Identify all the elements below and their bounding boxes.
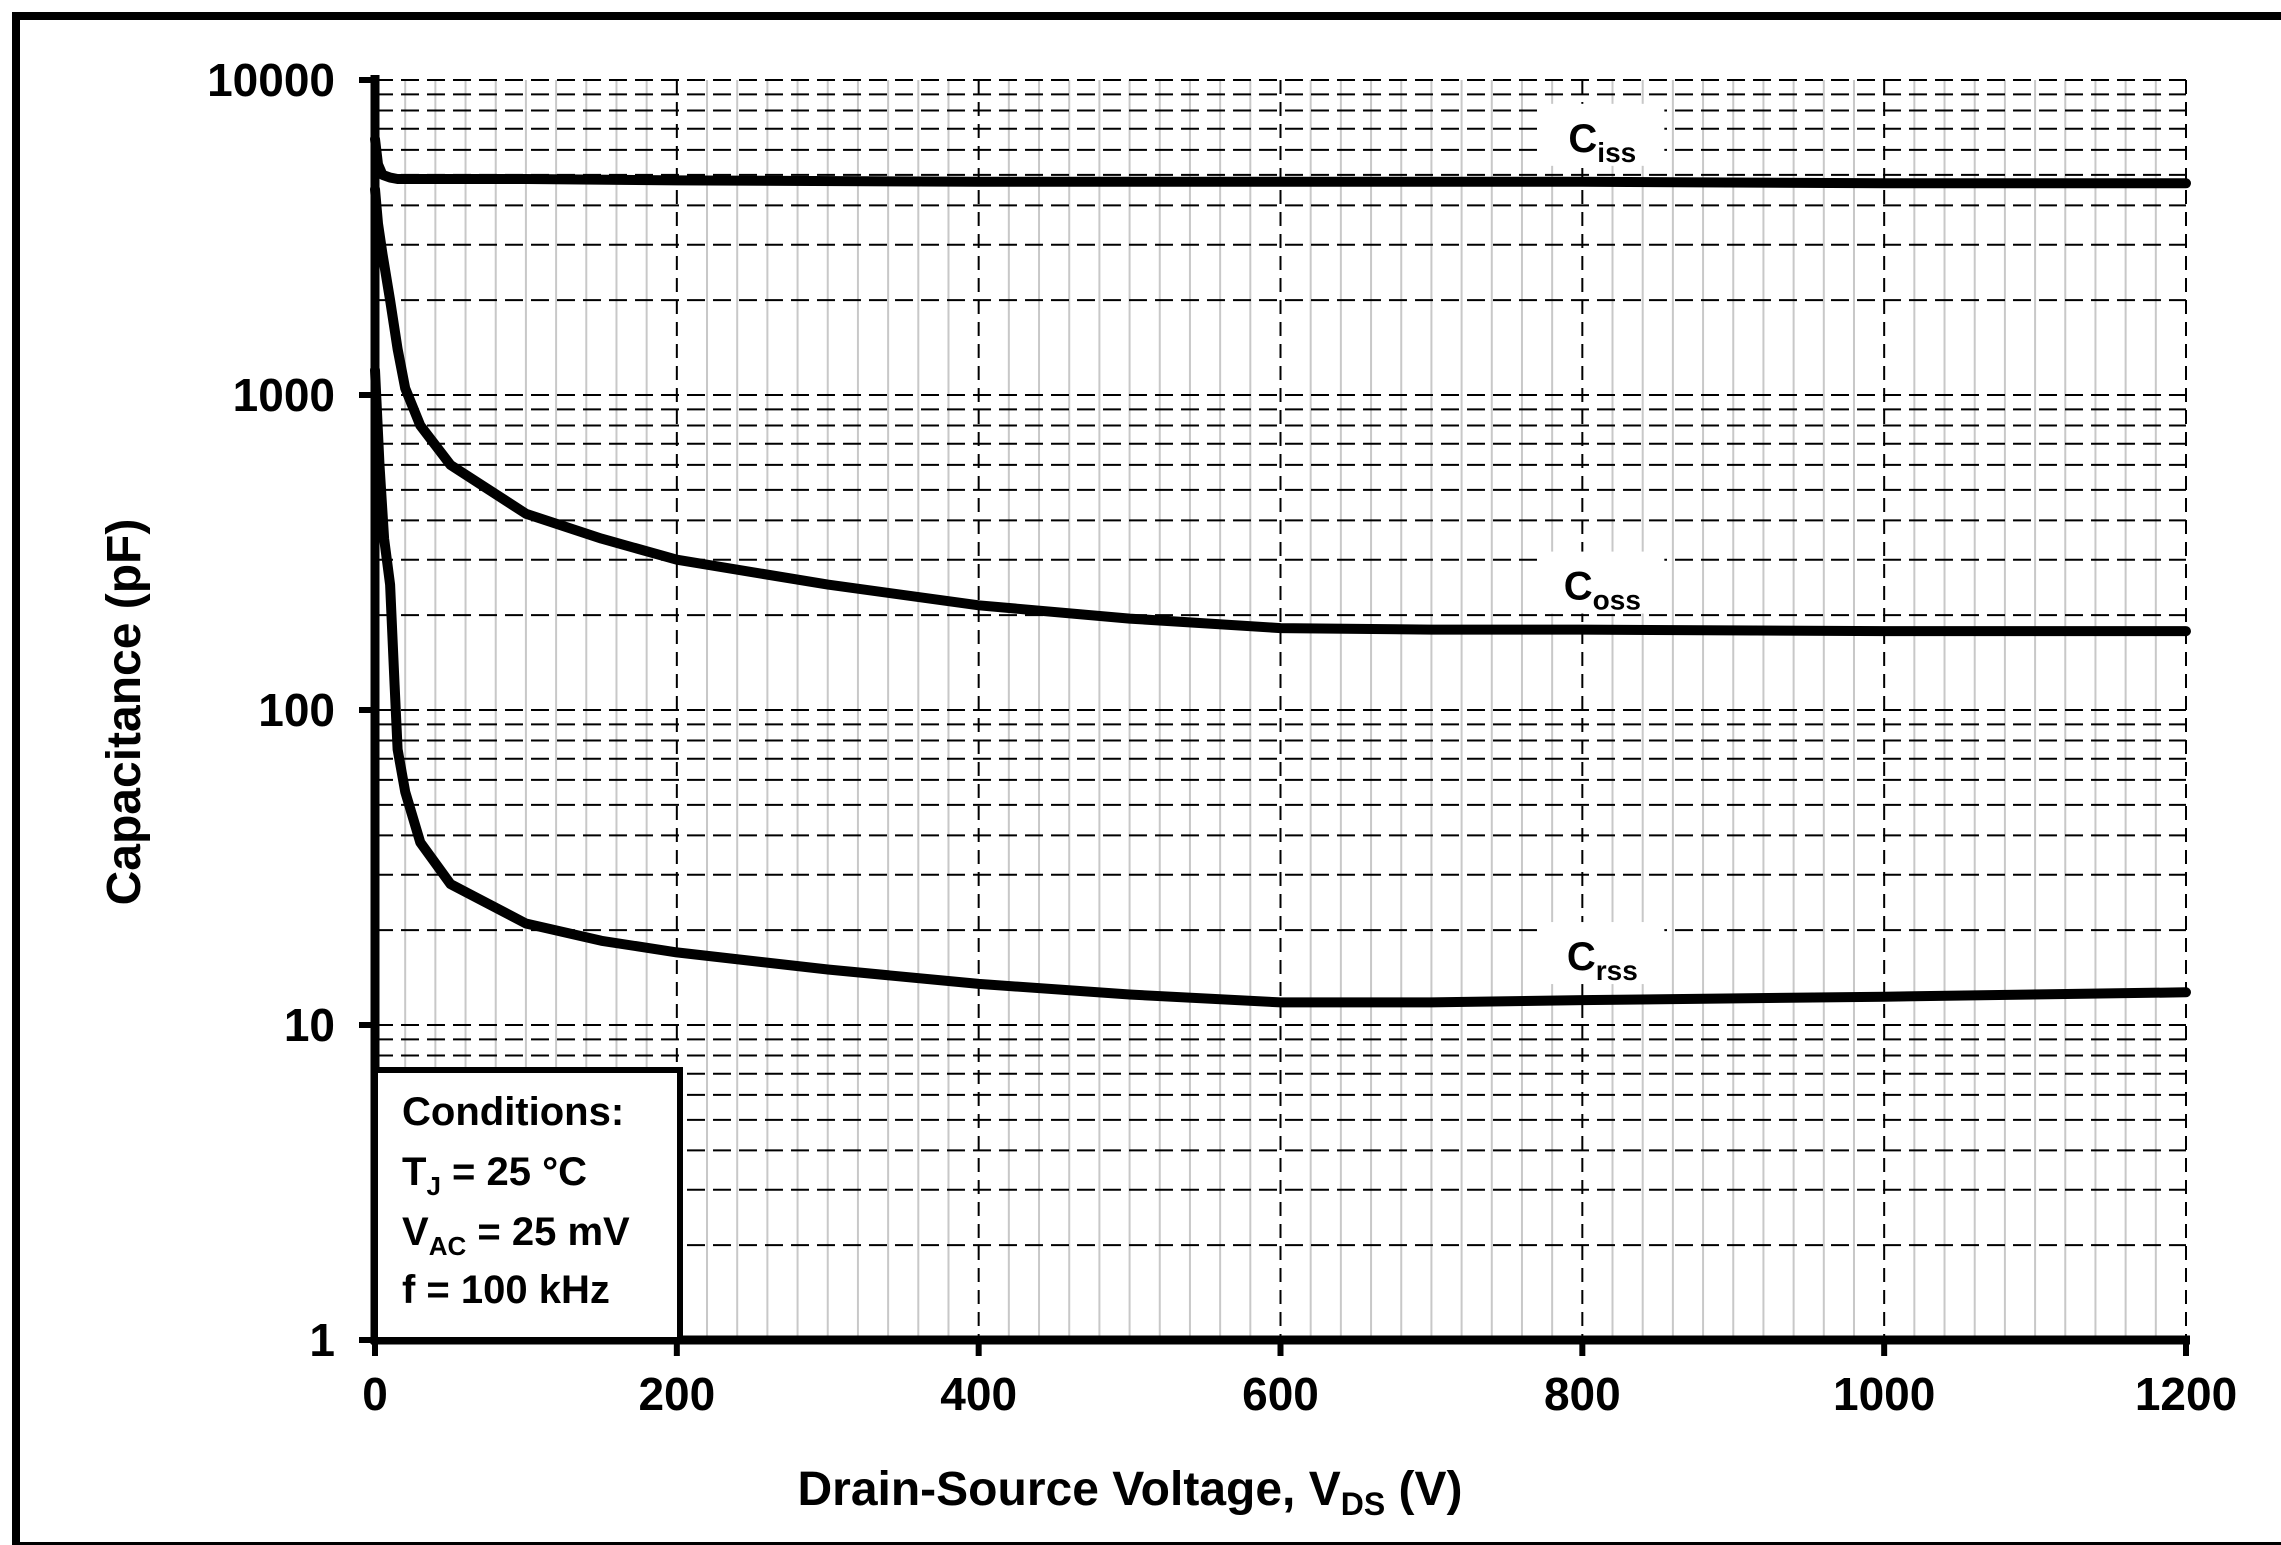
- series-line-coss: [370, 184, 2191, 637]
- x-tick-label: 800: [1544, 1368, 1621, 1420]
- series-label-bg-ciss: [1540, 103, 1665, 166]
- series-labels: Ciss Coss Crss: [1540, 103, 1665, 986]
- condition-tj: TJ = 25 °C: [402, 1150, 587, 1201]
- series-label-bg-crss: [1540, 922, 1665, 985]
- tick-labels: 10000 1000 100 10 10 200 400 600 800 1000 1200: [207, 54, 2237, 1420]
- series-label-bg-coss: [1540, 551, 1665, 614]
- series-label-ciss: Ciss: [1568, 117, 1636, 168]
- series-label-crss: Crss: [1567, 935, 1638, 986]
- series-label-coss: Coss: [1564, 565, 1641, 616]
- conditions-box: Conditions: TJ = 25 °C VAC = 25 mV f = 1…: [372, 1067, 683, 1343]
- x-tick-label: 1200: [2135, 1368, 2237, 1420]
- x-axis-title-sub: DS: [1341, 1486, 1385, 1522]
- x-tick-label: 200: [638, 1368, 715, 1420]
- series-line-ciss: [370, 133, 2191, 189]
- conditions-box-frame: [372, 1067, 683, 1343]
- x-axis-title-unit: (V): [1385, 1463, 1462, 1516]
- y-tick-label: 10000: [207, 54, 335, 106]
- condition-vac: VAC = 25 mV: [402, 1210, 630, 1261]
- x-tick-label: 400: [940, 1368, 1017, 1420]
- y-axis-title: Capacitance (pF): [98, 519, 151, 906]
- y-tick-label: 100: [258, 684, 335, 736]
- x-axis-title: Drain-Source Voltage, VDS (V): [797, 1463, 1462, 1522]
- y-tick-label: 10: [284, 999, 335, 1051]
- x-tick-label: 1000: [1833, 1368, 1935, 1420]
- x-tick-label: 600: [1242, 1368, 1319, 1420]
- series-lines: [370, 133, 2191, 1008]
- series-line-crss: [370, 365, 2191, 1008]
- y-tick-label: 1000: [233, 369, 335, 421]
- x-axis-title-main: Drain-Source Voltage, V: [797, 1463, 1340, 1516]
- conditions-heading: Conditions:: [402, 1090, 624, 1134]
- y-tick-label: 1: [309, 1314, 335, 1366]
- condition-freq: f = 100 kHz: [402, 1268, 610, 1312]
- x-tick-label: 0: [362, 1368, 388, 1420]
